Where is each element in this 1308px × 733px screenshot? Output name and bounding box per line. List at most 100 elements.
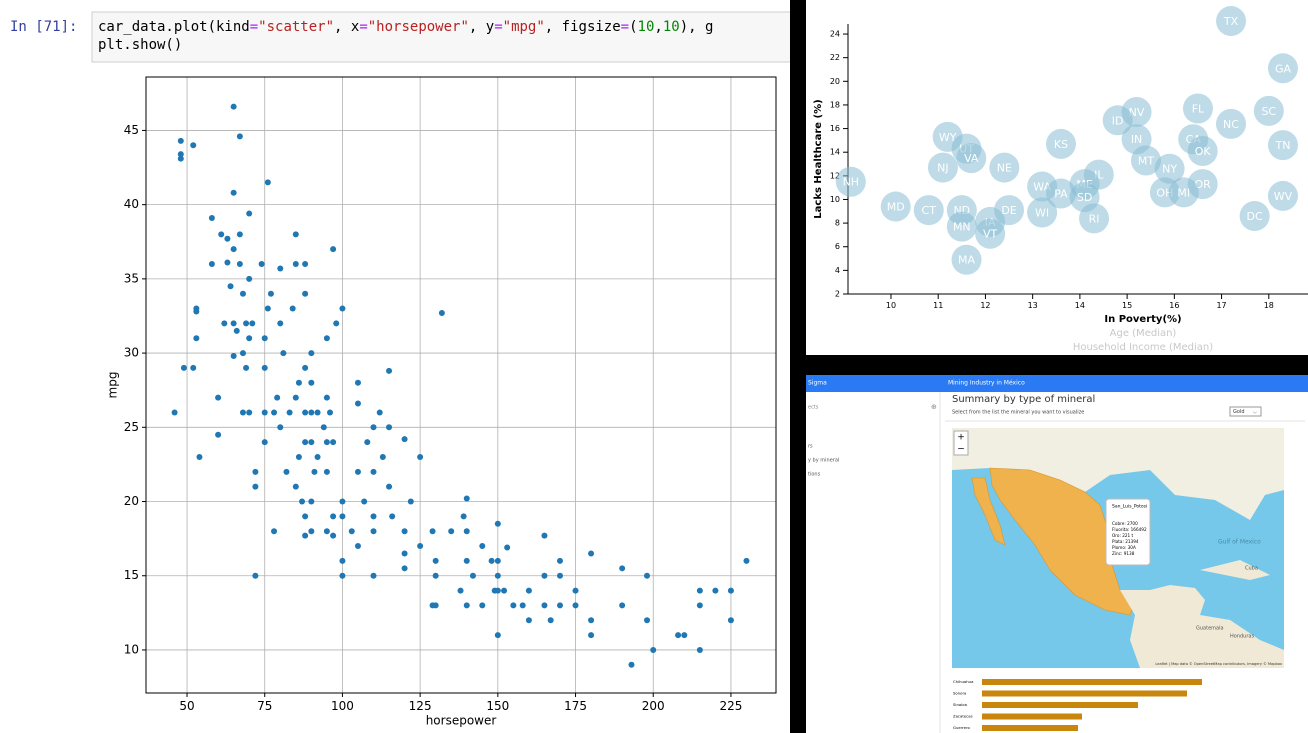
code-token: plt.show() (98, 37, 182, 53)
y-tick-label: 6 (835, 242, 840, 251)
point (370, 572, 377, 579)
point (644, 572, 651, 579)
sidebar-item[interactable]: ects (808, 405, 819, 411)
y-tick-label: 45 (124, 123, 139, 137)
point (302, 532, 309, 539)
y-axis-label: mpg (106, 372, 120, 399)
sidebar-item[interactable]: y by mineral (808, 458, 839, 464)
x-tick-label: 11 (933, 301, 943, 310)
code-token: 10 (663, 19, 680, 35)
map-label: Honduras (1230, 634, 1254, 640)
point (1079, 203, 1110, 234)
brand[interactable]: Sigma (808, 380, 827, 387)
x-axis-option[interactable]: Age (Median) (1110, 328, 1177, 339)
point (261, 335, 268, 342)
point-label: NE (997, 162, 1012, 175)
point (190, 364, 197, 371)
point (218, 231, 225, 238)
point (261, 409, 268, 416)
point (510, 602, 517, 609)
point (320, 424, 327, 431)
point (556, 572, 563, 579)
point (727, 587, 734, 594)
mineral-select[interactable] (1229, 406, 1262, 417)
x-axis-option[interactable]: Household Income (Median) (1073, 342, 1213, 353)
point (224, 235, 231, 242)
point (258, 261, 265, 268)
point (1253, 95, 1284, 126)
point (417, 453, 424, 460)
bar-label: Guerrero (953, 725, 970, 730)
x-axis-label: In Poverty(%) (1104, 314, 1181, 325)
point (696, 602, 703, 609)
point (572, 602, 579, 609)
code-token: car_data.plot(kind (98, 19, 250, 35)
point (215, 394, 222, 401)
point-label: TX (1223, 15, 1239, 28)
map[interactable]: Gulf of Mexico Cuba Guatemala Honduras +… (952, 428, 1284, 668)
point (401, 550, 408, 557)
bar-label: Zacatecas (953, 714, 973, 719)
point (588, 632, 595, 639)
x-tick-label: 18 (1264, 301, 1274, 310)
y-tick-label: 2 (835, 290, 840, 299)
point (177, 137, 184, 144)
point (308, 528, 315, 535)
point (1216, 6, 1247, 37)
point-label: KS (1054, 138, 1068, 151)
plot-area (145, 76, 777, 694)
point (448, 528, 455, 535)
point (236, 231, 243, 238)
sidebar-item[interactable]: tions (808, 472, 821, 478)
sidebar-item[interactable]: rs (808, 444, 813, 450)
point (370, 528, 377, 535)
y-tick-label: 25 (124, 420, 139, 434)
popup-line: Oro: 221 t (1112, 533, 1134, 538)
point (880, 191, 911, 222)
point (370, 513, 377, 520)
point (314, 409, 321, 416)
sidebar-icon[interactable]: ⊕ (931, 403, 937, 411)
point-label: ID (1112, 114, 1124, 127)
point (588, 550, 595, 557)
point (743, 557, 750, 564)
point (330, 246, 337, 253)
popup-line: Zinc: 9138 (1112, 551, 1135, 556)
point (469, 572, 476, 579)
point-label: SC (1261, 105, 1276, 118)
point (401, 436, 408, 443)
point (504, 544, 511, 551)
y-tick-label: 15 (124, 568, 139, 582)
code-cell[interactable] (91, 11, 793, 63)
point (370, 424, 377, 431)
point (479, 602, 486, 609)
point (292, 394, 299, 401)
point (386, 424, 393, 431)
point (588, 617, 595, 624)
zoom-in[interactable]: + (957, 433, 965, 443)
popup-title: San_Luis_Potosi (1112, 504, 1147, 510)
point-label: TN (1274, 139, 1290, 152)
zoom-out[interactable]: − (957, 445, 965, 455)
popup-line: Fluorita: 166492 (1112, 527, 1147, 532)
bar (982, 690, 1187, 697)
map-label: Cuba (1245, 566, 1258, 572)
map-attribution: Leaflet | Map data © OpenStreetMap contr… (1155, 662, 1283, 666)
point (479, 543, 486, 550)
point-label: WV (1274, 190, 1293, 203)
point (277, 320, 284, 327)
code-token: "horsepower" (368, 19, 469, 35)
point (1239, 201, 1270, 232)
select-arrow: ⌵ (1253, 410, 1257, 416)
point-label: MT (1138, 154, 1154, 167)
point (1187, 136, 1218, 167)
bar (982, 679, 1202, 685)
panel (806, 0, 1308, 355)
code-token: = (494, 19, 502, 35)
point-label: MA (958, 254, 975, 267)
point (370, 468, 377, 475)
x-tick-label: 14 (1075, 301, 1085, 310)
code-line: plt.show() (98, 37, 182, 53)
point (401, 565, 408, 572)
